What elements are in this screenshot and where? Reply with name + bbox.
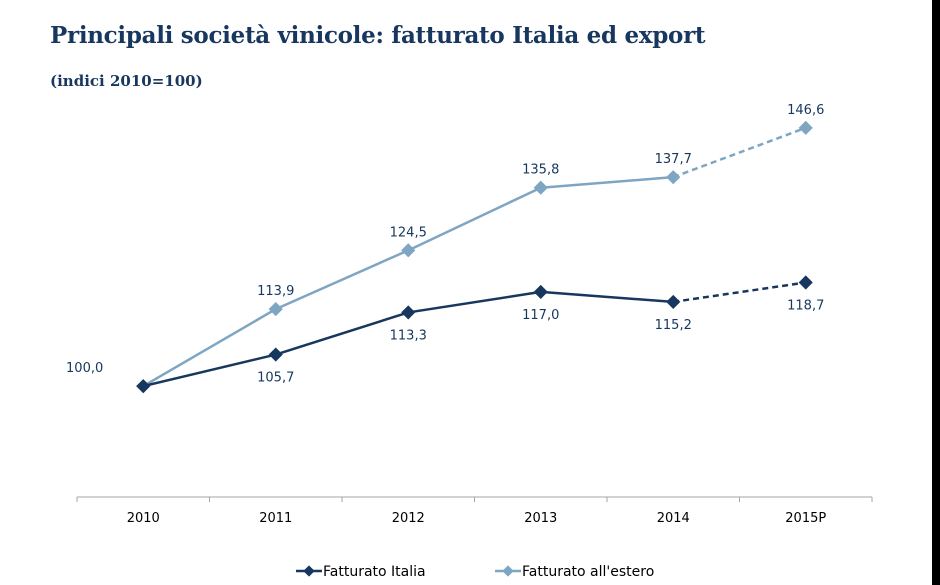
x-tick-label: 2015P — [785, 511, 826, 526]
chart-subtitle: (indici 2010=100) — [50, 72, 203, 90]
x-tick-label: 2011 — [259, 511, 292, 526]
data-point-marker-1 — [533, 180, 548, 195]
data-point-marker-1 — [268, 302, 283, 317]
data-label: 135,8 — [522, 163, 559, 178]
series-line-1 — [142, 175, 674, 388]
data-label: 118,7 — [787, 298, 824, 313]
data-label: 100,0 — [66, 361, 103, 376]
x-tick-label: 2010 — [127, 511, 160, 526]
window-edge — [932, 0, 940, 585]
data-label: 113,3 — [390, 328, 427, 343]
x-tick-label: 2012 — [392, 511, 425, 526]
series-line-projected-1 — [672, 126, 807, 179]
series-line-projected-0 — [673, 281, 806, 304]
data-point-marker-0 — [533, 284, 548, 299]
legend-label: Fatturato all'estero — [522, 564, 654, 580]
data-point-marker-0 — [136, 379, 151, 394]
data-label: 146,6 — [787, 103, 824, 118]
data-point-marker-0 — [666, 294, 681, 309]
data-point-marker-1 — [401, 243, 416, 258]
x-tick-label: 2013 — [524, 511, 557, 526]
data-label: 105,7 — [257, 371, 294, 386]
chart-title: Principali società vinicole: fatturato I… — [50, 22, 706, 49]
x-tick-label: 2014 — [657, 511, 690, 526]
data-point-marker-1 — [666, 170, 681, 185]
data-point-marker-0 — [268, 347, 283, 362]
data-label: 113,9 — [257, 284, 294, 299]
legend-marker-1 — [502, 565, 514, 577]
data-point-marker-0 — [401, 305, 416, 320]
data-label: 115,2 — [655, 318, 692, 333]
legend-label: Fatturato Italia — [323, 564, 426, 580]
data-label: 117,0 — [522, 308, 559, 323]
legend-marker-0 — [303, 565, 315, 577]
data-label: 124,5 — [390, 225, 427, 240]
data-label: 137,7 — [655, 152, 692, 167]
data-point-marker-0 — [798, 275, 813, 290]
data-point-marker-1 — [798, 120, 813, 135]
